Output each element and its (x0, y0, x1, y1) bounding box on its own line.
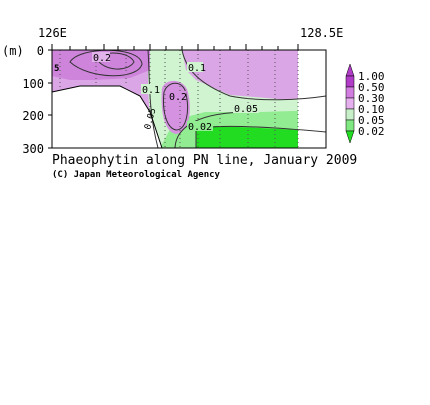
top-ticks (51, 44, 299, 50)
contour-label: 0.02 (188, 122, 212, 133)
legend-swatch (345, 119, 355, 132)
legend-label: 0.05 (358, 114, 385, 127)
plot-area: 0.2 0.1 0.2 0.1 0.05 0.05 0.02 5 (51, 49, 327, 149)
land-area (52, 86, 162, 148)
contour-line (69, 49, 143, 77)
legend-label: 0.50 (358, 81, 385, 94)
plot-frame (51, 49, 327, 149)
y-tick-label: 0 (37, 44, 44, 58)
legend-label: 0.10 (358, 103, 385, 116)
contour-label: 0.05 (234, 104, 258, 115)
contour-label: 5 (54, 64, 59, 74)
y-axis-label: (m) (2, 44, 24, 58)
y-ticks (48, 49, 52, 149)
contour-line (163, 82, 189, 131)
contour-label: 0.1 (188, 63, 206, 74)
legend-swatch (345, 75, 355, 88)
legend-swatch (345, 97, 355, 110)
y-tick-label: 100 (22, 77, 44, 91)
legend-arrow-bottom (345, 130, 355, 144)
legend: 1.00 0.50 0.30 0.10 0.05 0.02 (345, 63, 385, 144)
x-tick-label: 126E (38, 26, 67, 40)
legend-arrow-top (345, 63, 355, 77)
chart-title: Phaeophytin along PN line, January 2009 (52, 153, 357, 168)
legend-label: 1.00 (358, 70, 385, 83)
y-tick-label: 200 (22, 109, 44, 123)
legend-label: 0.02 (358, 125, 385, 138)
contour-label: 0.1 (142, 85, 160, 96)
y-tick-label: 300 (22, 142, 44, 156)
contour-label: 0.2 (169, 92, 187, 103)
legend-label: 0.30 (358, 92, 385, 105)
contour-label: 0.2 (93, 53, 111, 64)
x-tick-label: 128.5E (300, 26, 343, 40)
coastline (51, 85, 163, 149)
chart-credit: (C) Japan Meteorological Agency (52, 169, 221, 180)
field-green-strong (196, 126, 326, 148)
legend-swatch (345, 86, 355, 99)
field-purple-strong (52, 50, 150, 80)
contour-line (147, 49, 159, 149)
legend-swatch (345, 108, 355, 121)
